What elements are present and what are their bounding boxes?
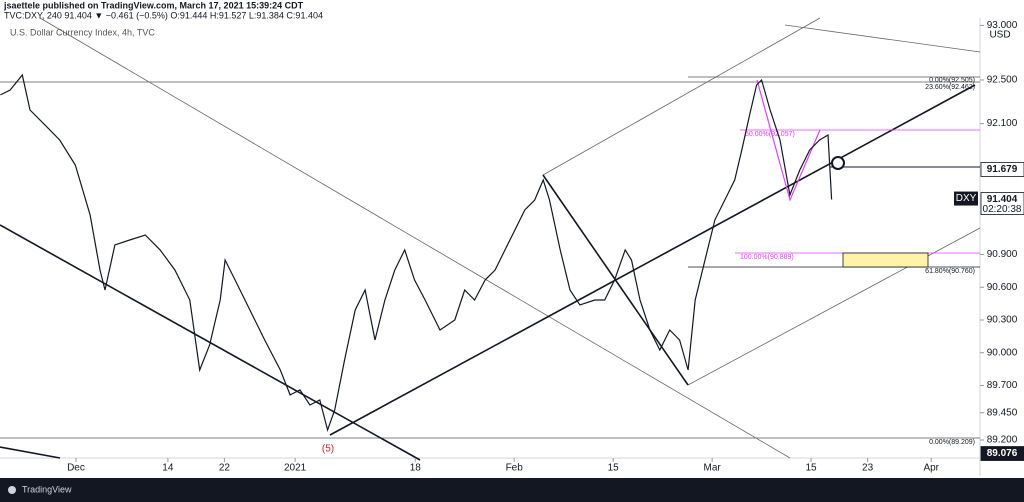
y-tick-label: 90.000 — [987, 347, 1018, 358]
symbol-label: DXY — [956, 193, 977, 204]
price-marker — [980, 446, 1024, 461]
fib-label: 23.60%(92.462) — [925, 84, 975, 91]
pattern-line — [756, 79, 821, 202]
trend-line — [542, 174, 689, 386]
footer-brand: TradingView — [22, 484, 72, 494]
instrument: U.S. Dollar Currency Index, 4h, TVC — [10, 27, 155, 37]
price-marker-label: 91.404 — [987, 194, 1018, 205]
y-tick-label: 90.900 — [987, 249, 1018, 260]
price-marker-label: 89.076 — [987, 448, 1018, 459]
price-marker — [980, 162, 1024, 177]
trend-line — [0, 446, 61, 459]
channel-line — [542, 17, 821, 176]
x-tick-label: 14 — [162, 463, 174, 474]
trend-line — [784, 24, 981, 53]
x-tick-label: 2021 — [284, 463, 307, 474]
y-tick-label: 92.100 — [987, 118, 1018, 129]
footer-logo — [8, 486, 16, 494]
footer-bar — [0, 478, 1024, 502]
fib-label: 100.00%(90.889) — [740, 254, 794, 261]
fib-label: 61.80%(90.760) — [925, 268, 975, 275]
price-marker-label: 91.679 — [987, 164, 1018, 175]
x-tick-label: 22 — [219, 463, 231, 474]
target-zone — [842, 252, 929, 268]
y-tick-label: 90.600 — [987, 282, 1018, 293]
x-tick-label: 18 — [410, 463, 422, 474]
publisher: jsaettele published on TradingView.com, … — [3, 0, 304, 10]
currency: USD — [989, 30, 1010, 41]
countdown: 02:20:38 — [983, 204, 1022, 215]
x-tick-label: 15 — [806, 463, 818, 474]
x-tick-label: Feb — [506, 463, 524, 474]
trend-line — [39, 17, 791, 459]
y-tick-label: 90.300 — [987, 315, 1018, 326]
x-tick-label: Apr — [923, 463, 939, 474]
fib-label: 0.00%(89.209) — [929, 439, 975, 446]
channel-line — [687, 227, 981, 386]
y-tick-label: 89.450 — [987, 407, 1018, 418]
quote: TVC:DXY, 240 91.404 ▼ −0.461 (−0.5%) O:9… — [4, 10, 323, 20]
x-tick-label: 15 — [608, 463, 620, 474]
y-tick-label: 92.500 — [987, 75, 1018, 86]
trend-line — [329, 84, 976, 436]
wave-label: (5) — [322, 444, 334, 455]
y-tick-label: 89.200 — [987, 435, 1018, 446]
marker-circle — [831, 156, 845, 170]
x-tick-label: Mar — [703, 463, 721, 474]
y-tick-label: 89.700 — [987, 380, 1018, 391]
y-tick-label: 93.000 — [987, 20, 1018, 31]
price-line — [0, 73, 833, 433]
fib-label: 50.00%(92.057) — [745, 131, 795, 138]
x-tick-label: Dec — [67, 463, 85, 474]
x-tick-label: 23 — [862, 463, 874, 474]
price-marker — [980, 192, 1024, 215]
symbol-tag — [954, 191, 978, 206]
fib-label: 0.00%(92.505) — [929, 77, 975, 84]
